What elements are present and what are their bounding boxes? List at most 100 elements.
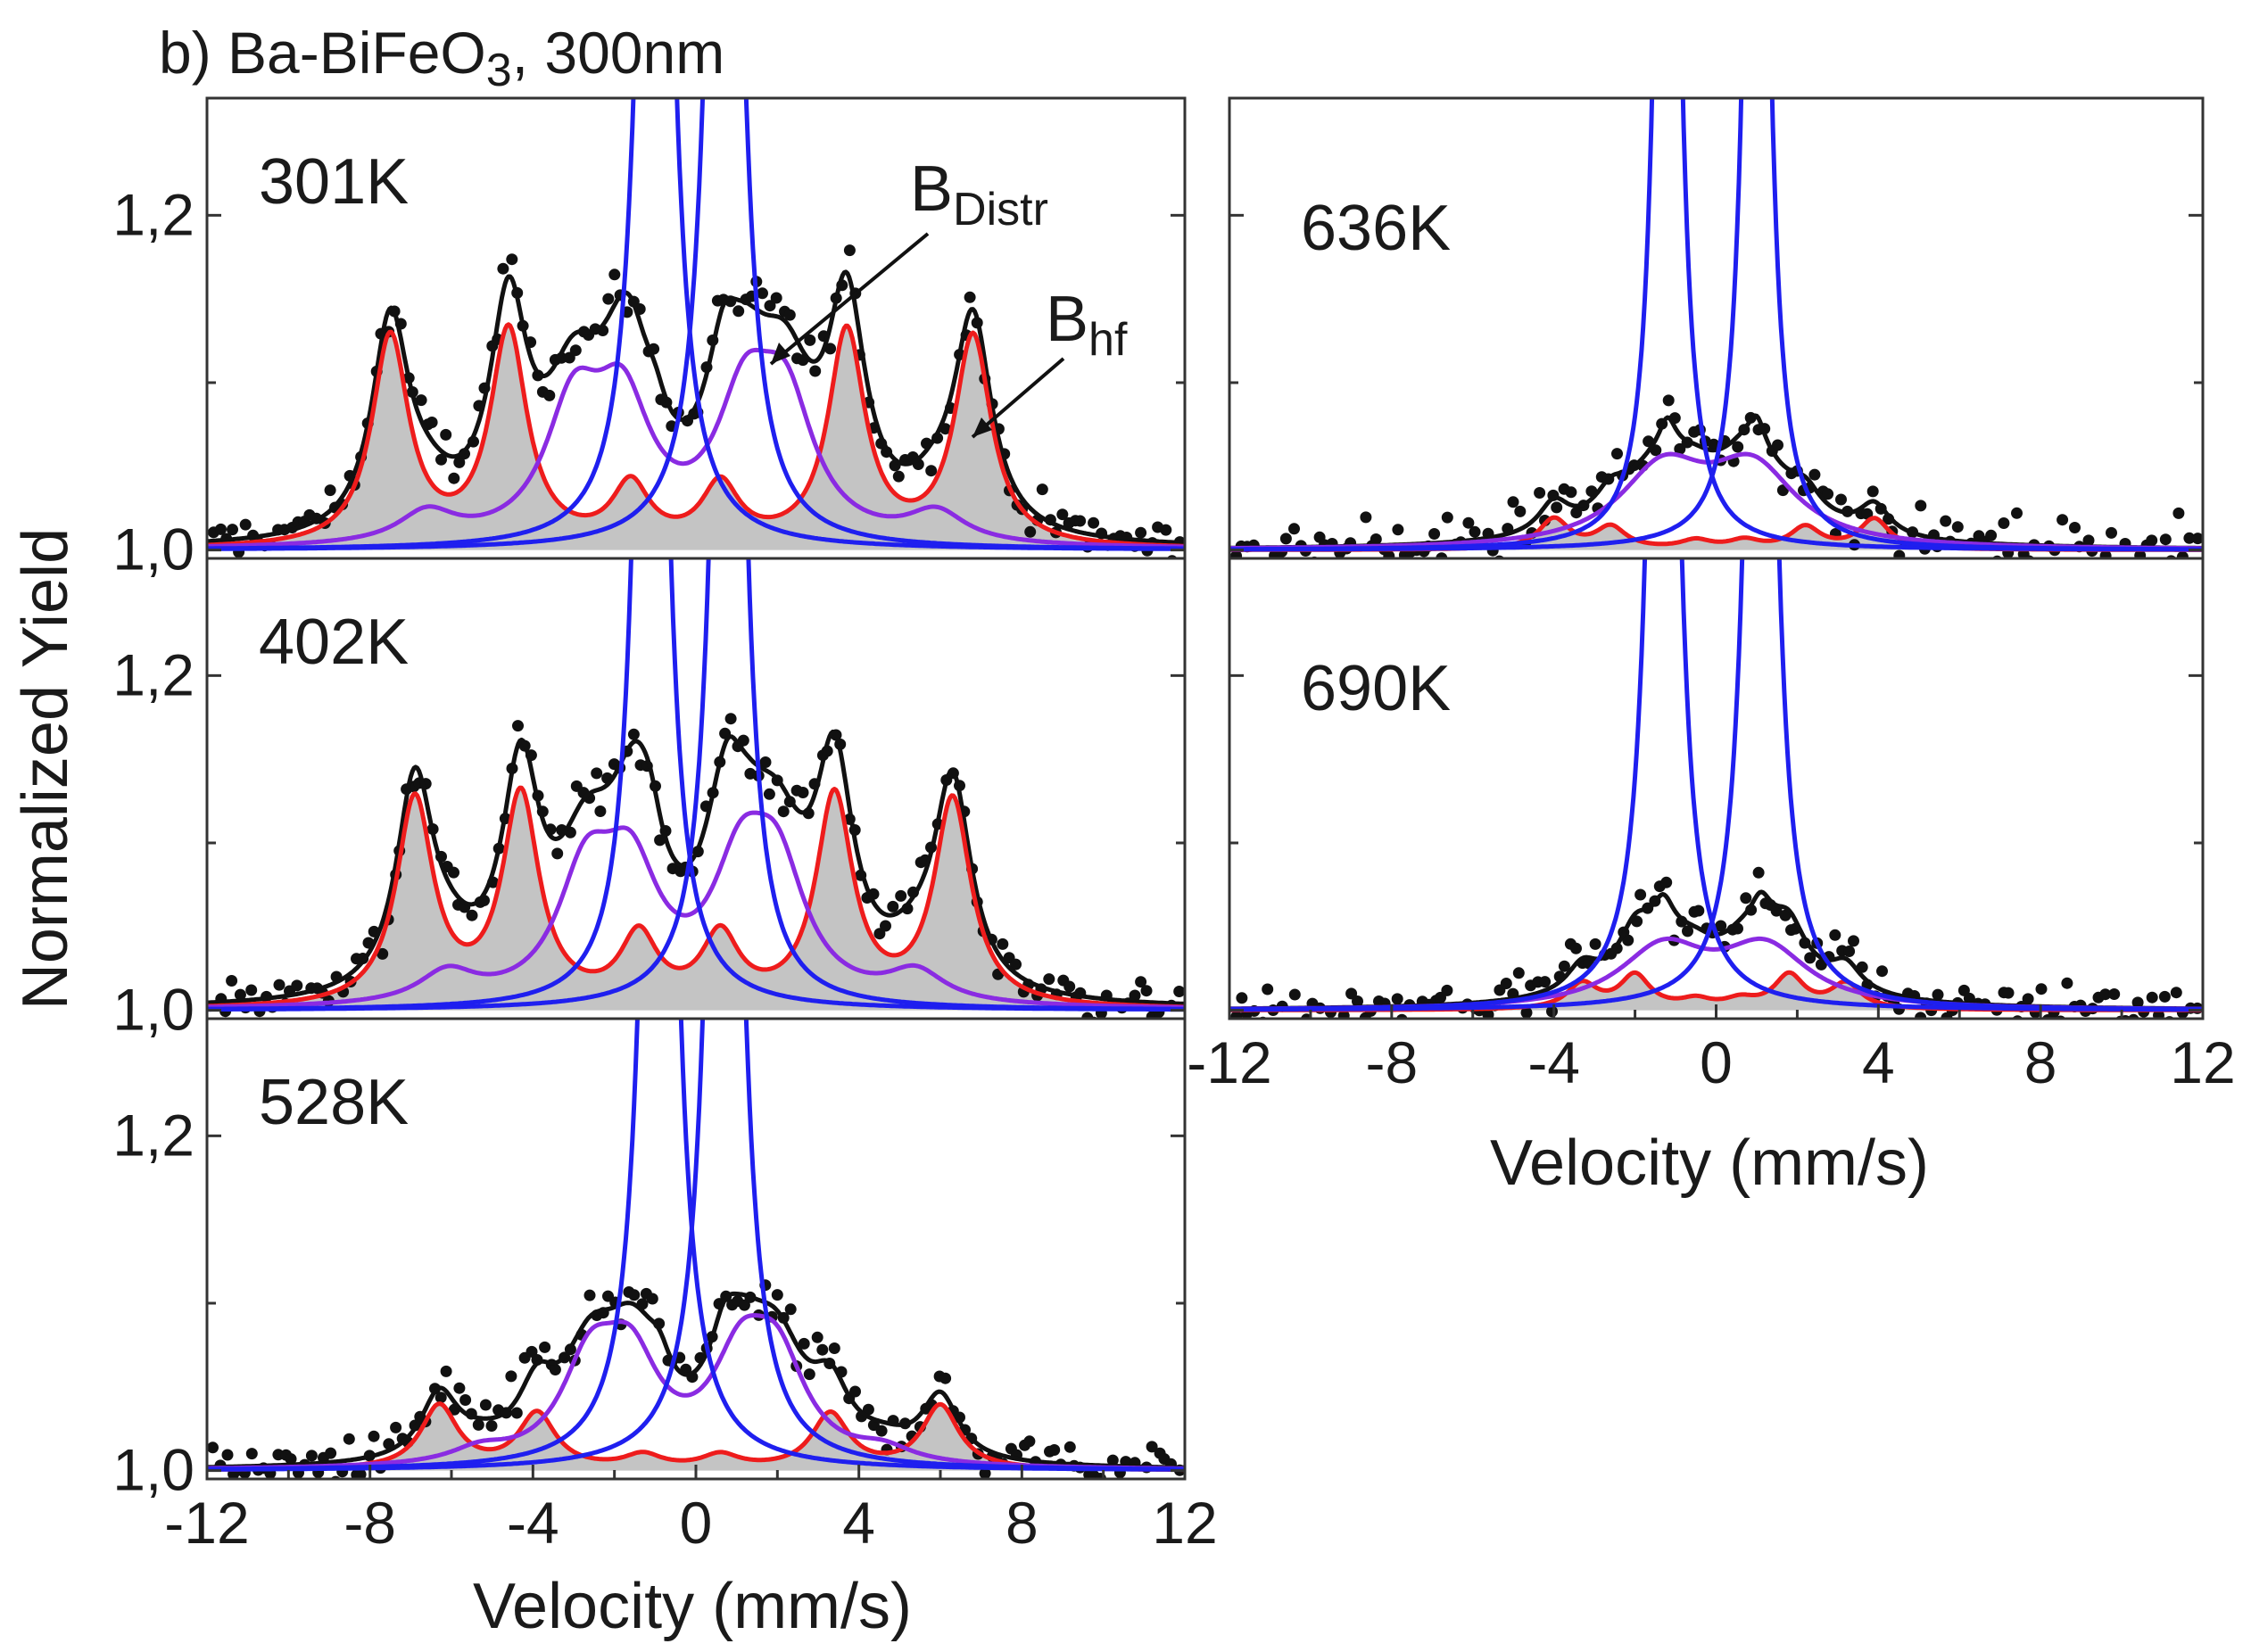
data-point — [497, 262, 509, 275]
data-point — [1998, 517, 2010, 529]
data-point — [234, 988, 246, 1001]
data-point — [591, 767, 603, 780]
data-point — [1162, 1020, 1173, 1032]
data-point — [627, 728, 640, 740]
data-point — [803, 1368, 815, 1381]
data-point — [1772, 439, 1783, 451]
figure-title: b) Ba-BiFeO3, 300nm — [159, 20, 724, 96]
data-point — [2023, 555, 2035, 558]
data-point — [1140, 985, 1153, 997]
data-point — [1135, 976, 1147, 988]
data-point — [1230, 1011, 1243, 1019]
panel-301k-total-fit-line — [207, 269, 1185, 546]
data-point — [1732, 441, 1744, 453]
data-point — [1634, 888, 1647, 901]
data-point — [239, 518, 252, 531]
data-point — [1622, 934, 1634, 946]
data-point — [1660, 876, 1673, 888]
data-point — [448, 866, 459, 879]
annotation-b-distr-arrow-line — [769, 232, 930, 366]
x-axis-title-right: Velocity (mm/s) — [1490, 1127, 1929, 1199]
data-point — [2159, 533, 2172, 546]
data-point — [1861, 508, 1874, 520]
data-point — [207, 1441, 219, 1454]
data-point — [506, 253, 518, 266]
data-point — [453, 456, 466, 468]
data-point — [2035, 983, 2048, 995]
data-point — [1915, 500, 1927, 512]
data-point — [1280, 1026, 1292, 1037]
data-point — [798, 1337, 810, 1350]
data-point — [1662, 394, 1675, 407]
data-point — [569, 344, 582, 357]
data-point — [1294, 1025, 1305, 1037]
panel-528k-temperature-label: 528K — [259, 1067, 409, 1138]
data-point — [1236, 992, 1248, 1004]
data-point — [390, 1421, 402, 1433]
data-point — [1611, 448, 1623, 460]
data-point — [964, 291, 976, 303]
data-point — [594, 805, 607, 817]
data-point — [1288, 988, 1301, 1001]
data-point — [771, 1289, 783, 1301]
data-point — [1448, 1019, 1460, 1030]
data-point — [1829, 929, 1841, 941]
data-point — [2165, 555, 2177, 558]
data-point — [1558, 960, 1570, 972]
y-tick-label: 1,2 — [112, 181, 194, 247]
data-point — [757, 287, 768, 300]
panel-301k-temperature-label: 301K — [259, 146, 409, 218]
data-point — [1715, 920, 1727, 932]
data-point — [2176, 550, 2189, 558]
panel-690k-doublet-line-2 — [1229, 558, 2203, 1012]
data-point — [1804, 952, 1817, 964]
data-point — [887, 900, 899, 913]
data-point — [2064, 559, 2075, 571]
data-point — [1010, 958, 1022, 971]
data-point — [1551, 501, 1563, 514]
data-point — [1136, 1480, 1147, 1491]
data-point — [1129, 989, 1141, 1002]
x-tick-label: 8 — [1006, 1490, 1039, 1556]
data-point — [1103, 1489, 1114, 1500]
data-point — [368, 1430, 380, 1442]
data-point — [602, 293, 615, 305]
data-point — [2153, 566, 2164, 578]
data-point — [298, 1027, 310, 1038]
data-point — [1740, 892, 1752, 904]
data-point — [1074, 515, 1087, 527]
data-point — [2099, 988, 2112, 1001]
data-point — [1848, 935, 1859, 947]
data-point — [1808, 468, 1821, 481]
data-point — [459, 1394, 472, 1406]
data-point — [1876, 965, 1888, 978]
data-point — [291, 979, 303, 992]
panel-690k-bhf-fill — [1229, 972, 2203, 1011]
data-point — [377, 947, 389, 960]
data-point — [1352, 561, 1363, 573]
data-point — [646, 1293, 658, 1305]
data-point — [777, 805, 790, 818]
data-point — [325, 1447, 337, 1459]
data-point — [939, 1372, 952, 1384]
data-point — [1940, 515, 1952, 527]
annotation-b-distr-arrow-head — [771, 343, 790, 364]
annotation-b-hf-label: Bhf — [1046, 284, 1128, 366]
panel-402k-doublet-line-2 — [207, 558, 1185, 1012]
data-point — [1985, 529, 1998, 541]
data-point — [895, 889, 907, 902]
data-point — [1843, 946, 1856, 957]
data-point — [2037, 568, 2048, 580]
data-point — [448, 472, 460, 484]
data-point — [549, 1364, 561, 1375]
data-point — [1500, 978, 1512, 989]
data-point — [2022, 993, 2034, 1005]
y-axis-title: Normalized Yield — [10, 528, 81, 1010]
data-point — [227, 524, 238, 536]
x-tick-label: 12 — [1152, 1490, 1217, 1556]
data-point — [1469, 525, 1481, 538]
data-point — [2061, 977, 2073, 989]
x-tick-label: -4 — [1527, 1029, 1580, 1095]
x-tick-label: -8 — [1365, 1029, 1418, 1095]
